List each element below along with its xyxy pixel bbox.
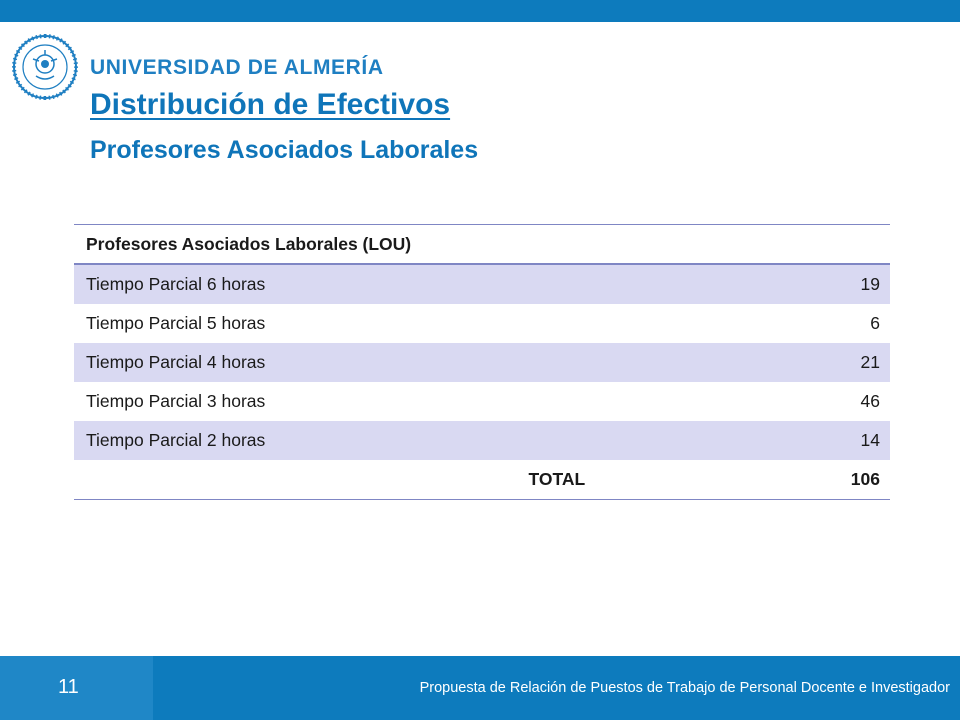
- table-row: Tiempo Parcial 2 horas 14: [74, 421, 890, 460]
- row-value: 21: [735, 343, 890, 382]
- footer-text: Propuesta de Relación de Puestos de Trab…: [419, 680, 950, 696]
- table-row: Tiempo Parcial 4 horas 21: [74, 343, 890, 382]
- university-name: UNIVERSIDAD DE ALMERÍA: [90, 56, 384, 79]
- staff-table: Profesores Asociados Laborales (LOU) Tie…: [74, 224, 890, 500]
- table-header-row: Profesores Asociados Laborales (LOU): [74, 224, 890, 265]
- page-number: 11: [58, 676, 79, 698]
- table-row: Tiempo Parcial 3 horas 46: [74, 382, 890, 421]
- footer-bar: [153, 656, 960, 720]
- slide-title: Distribución de Efectivos: [90, 88, 451, 121]
- top-bar: [0, 0, 960, 22]
- table-header: Profesores Asociados Laborales (LOU): [74, 224, 890, 265]
- row-label: Tiempo Parcial 3 horas: [86, 391, 266, 411]
- row-value: 46: [860, 391, 880, 411]
- row-label: Tiempo Parcial 5 horas: [86, 313, 266, 333]
- total-value: 106: [735, 460, 890, 500]
- university-seal-logo: [12, 34, 78, 100]
- total-row: TOTAL 106: [74, 460, 890, 500]
- table-row: Tiempo Parcial 5 horas 6: [74, 304, 890, 343]
- row-label: Tiempo Parcial 2 horas: [74, 421, 736, 460]
- row-value: 19: [735, 264, 890, 304]
- row-value: 6: [870, 313, 880, 333]
- footer-page-panel: [0, 656, 153, 720]
- row-value: 14: [735, 421, 890, 460]
- table-row: Tiempo Parcial 6 horas 19: [74, 264, 890, 304]
- row-label: Tiempo Parcial 4 horas: [74, 343, 736, 382]
- row-label: Tiempo Parcial 6 horas: [74, 264, 736, 304]
- slide-subtitle: Profesores Asociados Laborales: [90, 136, 479, 164]
- total-label: TOTAL: [74, 460, 736, 500]
